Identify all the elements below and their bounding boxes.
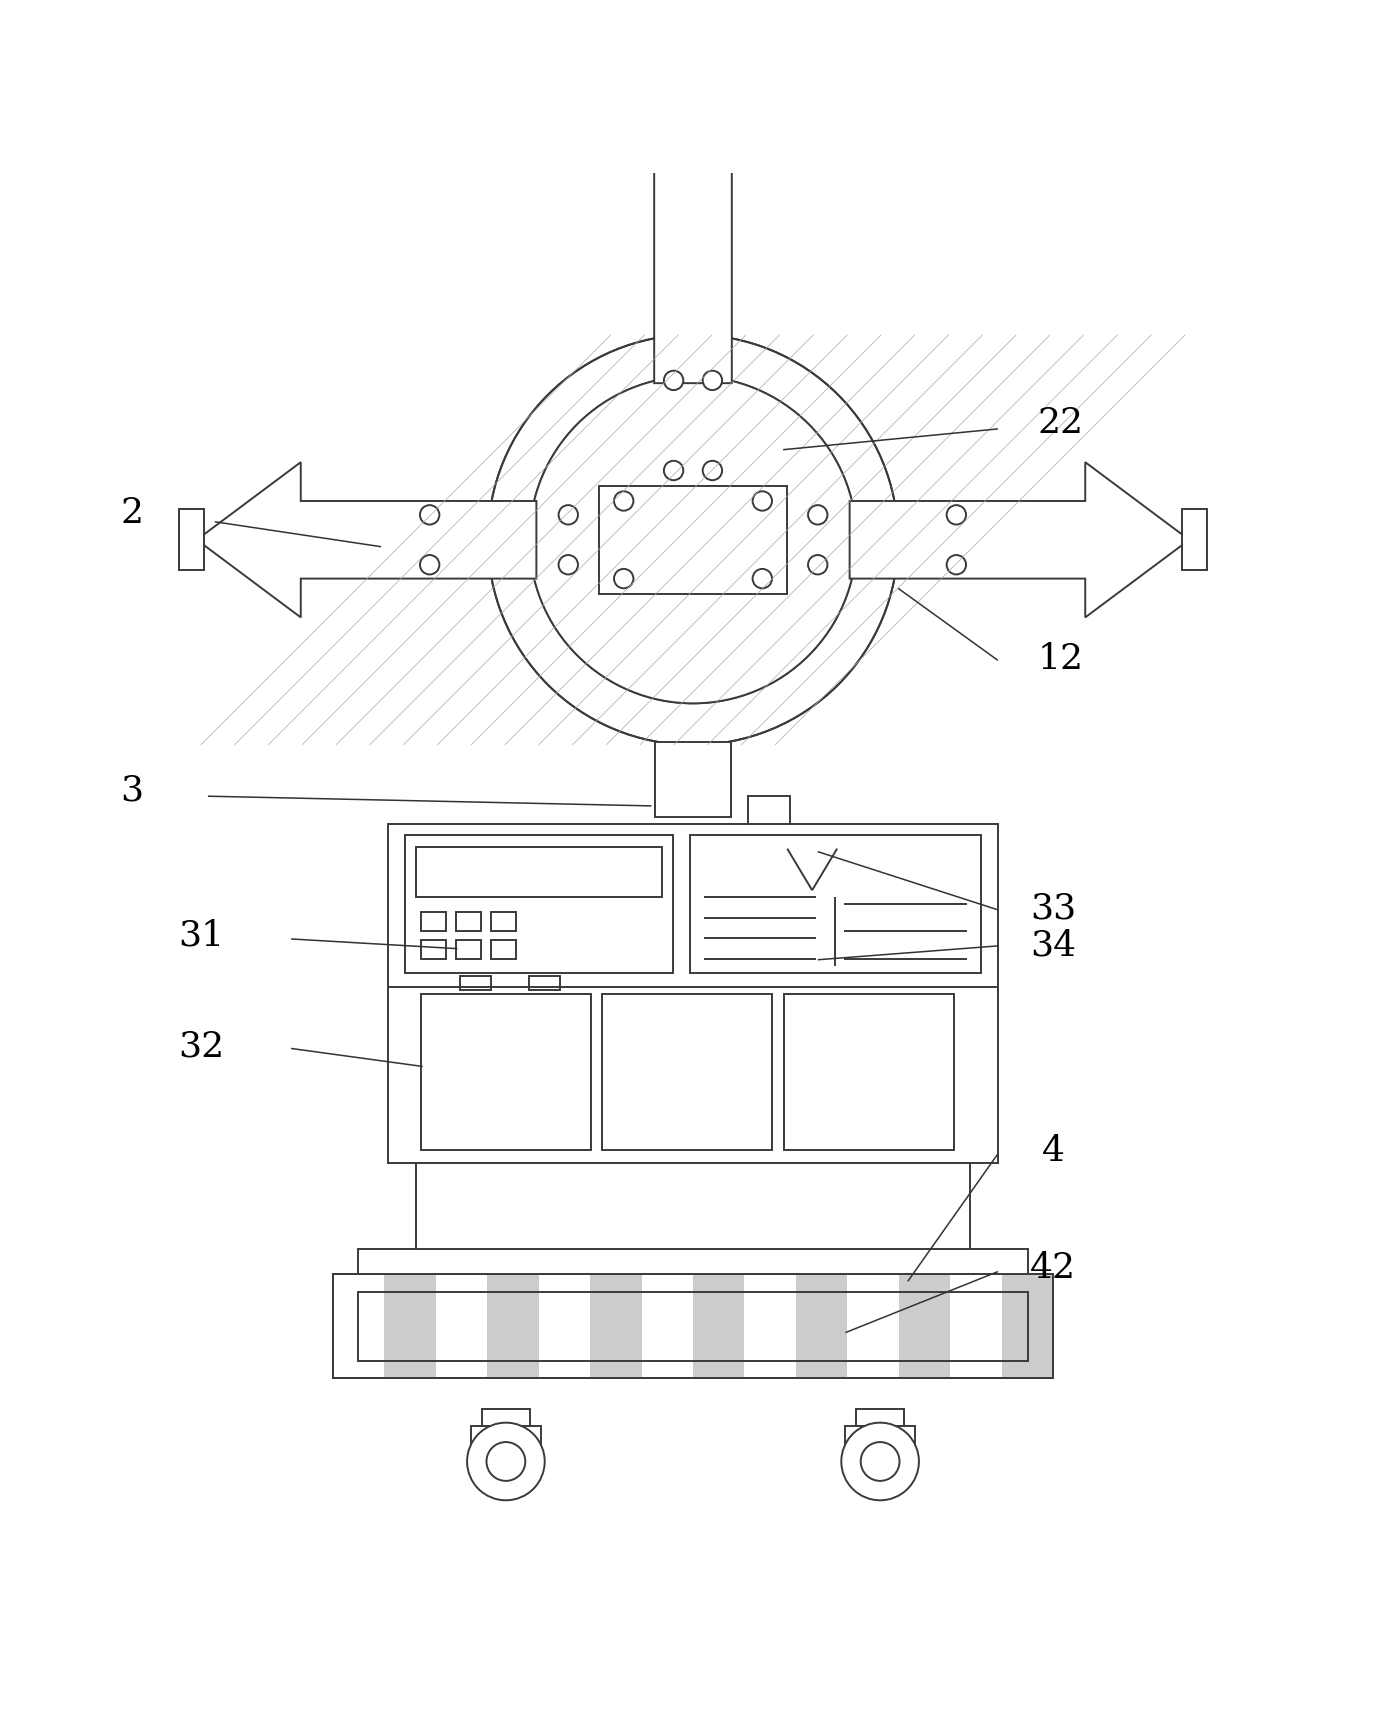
- Bar: [421, 940, 446, 960]
- Bar: [179, 509, 204, 572]
- Text: 22: 22: [1037, 405, 1084, 440]
- Bar: [416, 1164, 970, 1251]
- Circle shape: [486, 1443, 525, 1481]
- Bar: [529, 977, 560, 991]
- Circle shape: [703, 461, 722, 481]
- Bar: [333, 1275, 1053, 1379]
- Bar: [783, 994, 954, 1150]
- Bar: [690, 835, 981, 973]
- Text: 31: 31: [177, 918, 225, 953]
- Bar: [482, 1410, 529, 1425]
- Circle shape: [808, 506, 827, 525]
- Bar: [857, 1410, 904, 1425]
- Polygon shape: [850, 462, 1189, 618]
- Bar: [358, 1251, 1028, 1275]
- Bar: [748, 797, 790, 824]
- Circle shape: [664, 461, 683, 481]
- Circle shape: [559, 556, 578, 575]
- Circle shape: [703, 371, 722, 391]
- Bar: [388, 824, 998, 1164]
- Ellipse shape: [663, 502, 723, 578]
- Bar: [405, 835, 674, 973]
- Bar: [421, 913, 446, 932]
- Text: 4: 4: [1042, 1133, 1064, 1167]
- Circle shape: [947, 506, 966, 525]
- Bar: [456, 940, 481, 960]
- Text: 2: 2: [121, 495, 143, 530]
- Text: 32: 32: [177, 1029, 225, 1063]
- Circle shape: [808, 556, 827, 575]
- Bar: [416, 849, 663, 897]
- Polygon shape: [1002, 1275, 1053, 1379]
- Circle shape: [664, 371, 683, 391]
- Text: 34: 34: [1030, 928, 1077, 961]
- Bar: [845, 1425, 915, 1458]
- Bar: [491, 940, 516, 960]
- Bar: [333, 1275, 1053, 1379]
- Bar: [1182, 509, 1207, 572]
- Circle shape: [420, 506, 439, 525]
- Polygon shape: [486, 1275, 539, 1379]
- Circle shape: [467, 1424, 545, 1500]
- Polygon shape: [615, 45, 771, 385]
- Circle shape: [559, 506, 578, 525]
- Circle shape: [947, 556, 966, 575]
- Bar: [600, 487, 787, 594]
- Bar: [421, 994, 592, 1150]
- Bar: [654, 743, 732, 818]
- Text: 3: 3: [121, 772, 143, 807]
- Bar: [456, 913, 481, 932]
- Circle shape: [861, 1443, 900, 1481]
- Polygon shape: [796, 1275, 847, 1379]
- Text: 33: 33: [1030, 890, 1077, 925]
- Bar: [358, 1292, 1028, 1361]
- Circle shape: [614, 492, 633, 511]
- Text: 42: 42: [1030, 1251, 1077, 1285]
- Circle shape: [488, 336, 898, 745]
- Polygon shape: [197, 462, 536, 618]
- Polygon shape: [693, 1275, 744, 1379]
- Bar: [603, 994, 772, 1150]
- Ellipse shape: [651, 488, 735, 592]
- Bar: [460, 977, 491, 991]
- Circle shape: [529, 378, 857, 703]
- Circle shape: [753, 570, 772, 589]
- Circle shape: [841, 1424, 919, 1500]
- Circle shape: [529, 378, 857, 703]
- Polygon shape: [384, 1275, 435, 1379]
- Polygon shape: [590, 1275, 642, 1379]
- Polygon shape: [900, 1275, 951, 1379]
- Bar: [471, 1425, 541, 1458]
- Bar: [491, 913, 516, 932]
- Circle shape: [614, 570, 633, 589]
- Circle shape: [420, 556, 439, 575]
- Text: 12: 12: [1037, 641, 1084, 675]
- Circle shape: [753, 492, 772, 511]
